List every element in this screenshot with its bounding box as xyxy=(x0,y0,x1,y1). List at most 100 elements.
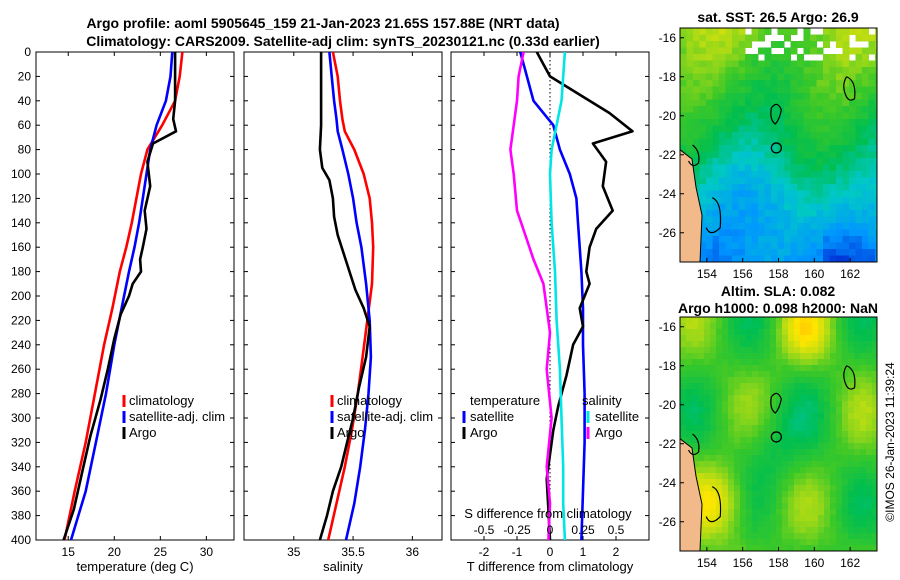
map-cell xyxy=(704,461,711,468)
map-cell xyxy=(722,455,729,462)
map-cell xyxy=(706,47,713,55)
map-cell xyxy=(740,461,747,468)
map-cell xyxy=(732,119,739,126)
map-cell xyxy=(746,407,753,414)
map-cell xyxy=(706,229,713,237)
map-cell xyxy=(777,67,785,74)
map-cell xyxy=(842,47,850,55)
map-cell xyxy=(810,216,817,224)
map-cell xyxy=(797,158,804,165)
map-cell xyxy=(758,67,765,74)
y-tick-label: 380 xyxy=(11,509,31,523)
map-cell xyxy=(836,236,843,243)
map-cell xyxy=(855,112,863,120)
y-tick-label: 80 xyxy=(18,143,32,157)
map-cell xyxy=(699,216,707,224)
map-cell xyxy=(816,151,824,159)
map-cell xyxy=(788,539,795,546)
map-cell xyxy=(823,171,830,178)
map-cell xyxy=(758,197,765,204)
map-cell xyxy=(824,317,831,324)
map-cell xyxy=(746,425,753,432)
map-cell xyxy=(698,533,705,540)
map-cell xyxy=(816,112,824,120)
map-cell xyxy=(836,515,843,522)
map-cell xyxy=(803,99,811,107)
map-cell xyxy=(816,177,824,185)
map-cell xyxy=(771,151,778,159)
map-cell xyxy=(823,60,830,68)
map-cell xyxy=(812,449,819,456)
map-cell xyxy=(734,401,741,408)
map-cell xyxy=(784,125,791,133)
map-cell xyxy=(712,171,720,178)
map-cell xyxy=(866,365,873,372)
map-cell xyxy=(829,54,837,61)
map-cell xyxy=(842,431,849,438)
map-cell xyxy=(776,473,783,480)
map-cell xyxy=(842,125,850,133)
map-cell xyxy=(716,359,723,366)
map-cell xyxy=(848,527,855,534)
map-cell xyxy=(734,347,741,354)
map-cell xyxy=(725,236,733,243)
map-cell xyxy=(722,449,729,456)
map-cell xyxy=(692,347,699,354)
map-cell xyxy=(770,425,777,432)
map-cell xyxy=(716,395,723,402)
map-cell xyxy=(806,443,813,450)
map-cell xyxy=(812,323,819,330)
map-cell xyxy=(710,437,717,444)
map-cell xyxy=(751,93,759,100)
map-cell xyxy=(686,125,694,133)
map-cell xyxy=(776,515,783,522)
map-cell xyxy=(699,132,707,139)
map-cell xyxy=(777,73,785,81)
map-cell xyxy=(728,533,735,540)
map-cell xyxy=(823,151,830,159)
map-cell xyxy=(740,449,747,456)
map-cell xyxy=(829,197,837,204)
map-cell xyxy=(818,341,825,348)
y-tick-label: 100 xyxy=(11,167,31,181)
map-cell xyxy=(872,425,877,432)
map-cell xyxy=(830,491,837,498)
map-cell xyxy=(680,125,687,133)
map-cell xyxy=(686,395,693,402)
map-cell xyxy=(728,401,735,408)
map-cell xyxy=(810,151,817,159)
map-cell xyxy=(854,353,861,360)
map-cell xyxy=(875,236,877,243)
map-cell xyxy=(860,323,867,330)
map-cell xyxy=(855,242,863,250)
map-cell xyxy=(740,371,747,378)
map-cell xyxy=(836,60,843,68)
map-cell xyxy=(829,73,837,81)
map-cell xyxy=(770,317,777,324)
map-cell xyxy=(745,158,752,165)
map-cell xyxy=(686,54,694,61)
map-cell xyxy=(875,119,877,126)
map-cell xyxy=(692,449,699,456)
map-cell xyxy=(752,419,759,426)
y-tick-label: -22 xyxy=(659,437,677,451)
map-cell xyxy=(810,177,817,185)
map-cell xyxy=(782,335,789,342)
x-tick-label: 25 xyxy=(154,545,168,559)
map-cell xyxy=(830,401,837,408)
map-cell xyxy=(758,73,765,81)
map-cell xyxy=(806,347,813,354)
map-cell xyxy=(836,317,843,324)
map-cell xyxy=(706,151,713,159)
map-cell xyxy=(824,491,831,498)
legend-argo-label: Argo xyxy=(129,425,156,440)
map-cell xyxy=(836,99,843,107)
map-cell xyxy=(764,383,771,390)
map-cell xyxy=(710,503,717,510)
map-cell xyxy=(712,132,720,139)
map-cell xyxy=(706,158,713,165)
map-cell xyxy=(818,419,825,426)
map-cell xyxy=(842,184,850,191)
map-cell xyxy=(725,177,733,185)
map-cell xyxy=(722,407,729,414)
